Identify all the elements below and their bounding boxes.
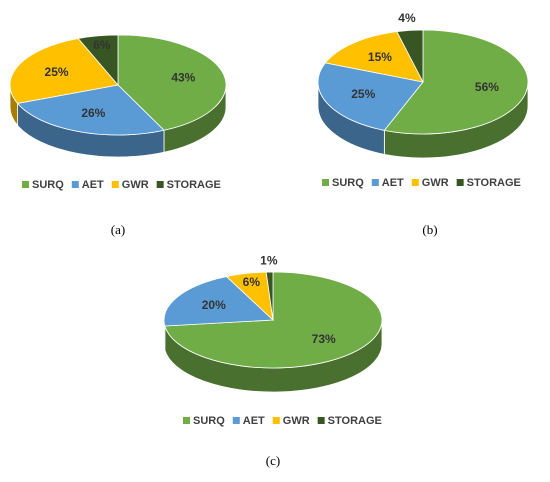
legend-swatch (183, 417, 190, 424)
legend-label: SURQ (32, 179, 64, 191)
data-label: 25% (45, 65, 69, 79)
legend-swatch (232, 417, 240, 424)
legend-swatch (272, 417, 280, 424)
legend-label: SURQ (332, 177, 364, 189)
caption: (a) (111, 222, 125, 237)
legend-swatch (411, 179, 419, 186)
legend-label: STORAGE (167, 179, 221, 191)
pie-slice (317, 62, 424, 131)
legend-swatch (71, 181, 79, 188)
pie-slice (117, 34, 227, 131)
legend-swatch (111, 181, 119, 188)
data-label: 25% (351, 87, 375, 101)
legend-label: GWR (122, 179, 149, 191)
data-label: 26% (81, 106, 105, 120)
data-label: 15% (368, 50, 392, 64)
pie-slice (16, 84, 165, 136)
legend-swatch (317, 417, 325, 424)
legend-label: GWR (422, 177, 449, 189)
legend-label: AET (382, 177, 404, 189)
caption: (c) (266, 453, 280, 468)
pie-slice (383, 29, 529, 135)
legend-swatch (371, 179, 379, 186)
data-label: 73% (312, 332, 336, 346)
caption: (b) (422, 222, 437, 237)
legend-swatch (156, 181, 164, 188)
legend-swatch (322, 179, 329, 186)
legend-swatch (22, 181, 29, 188)
data-label: 20% (202, 298, 226, 312)
pie-slice (265, 271, 274, 321)
data-label: 6% (93, 38, 111, 52)
legend-label: STORAGE (467, 177, 521, 189)
legend-label: AET (243, 415, 265, 427)
data-label: 56% (475, 80, 499, 94)
pie-slice (324, 31, 424, 83)
data-label: 1% (260, 254, 278, 268)
legend-label: SURQ (193, 415, 225, 427)
legend-label: GWR (283, 415, 310, 427)
legend-label: AET (82, 179, 104, 191)
legend-swatch (456, 179, 464, 186)
pie-slice (9, 38, 119, 104)
legend-label: STORAGE (328, 415, 382, 427)
pie-slice (163, 276, 274, 327)
pie-slice (77, 34, 119, 87)
data-label: 4% (398, 11, 416, 25)
data-label: 6% (243, 275, 261, 289)
pie-slice (396, 29, 424, 83)
data-label: 43% (171, 70, 195, 84)
